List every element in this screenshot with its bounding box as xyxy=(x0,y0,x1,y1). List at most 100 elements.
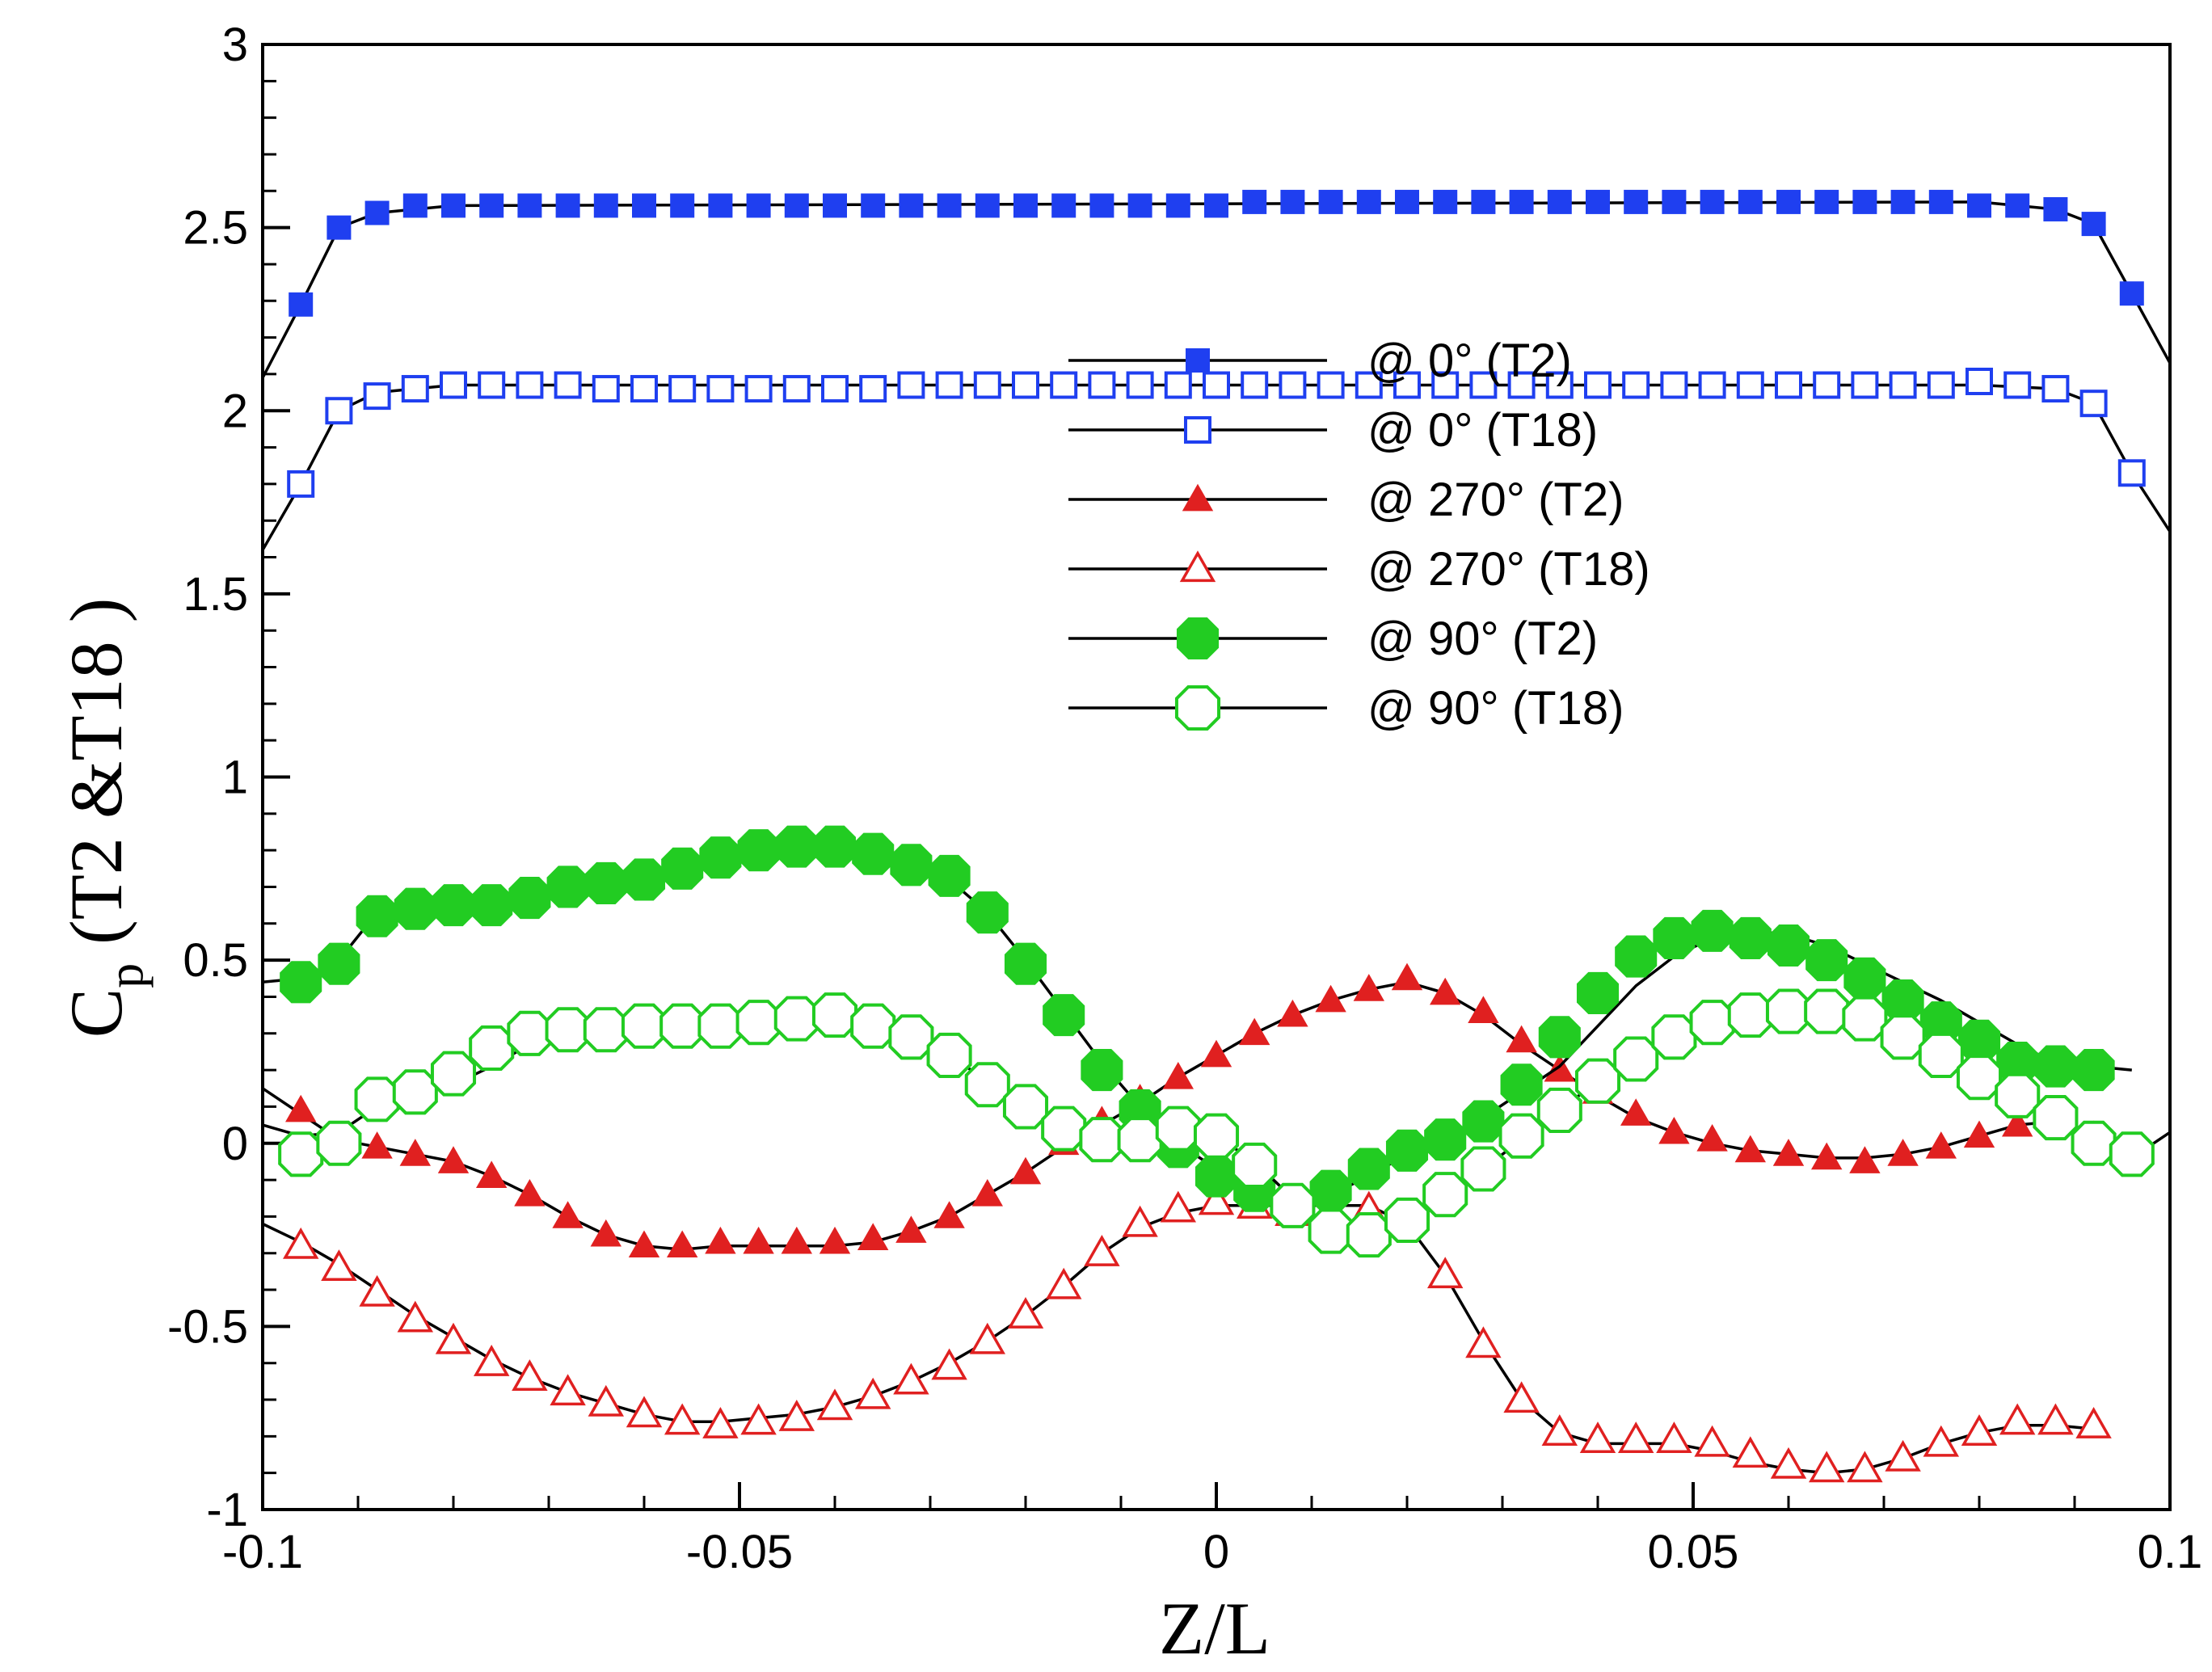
data-point xyxy=(743,1226,774,1254)
data-point xyxy=(1772,1139,1805,1166)
data-point xyxy=(1586,189,1610,214)
data-point xyxy=(1923,1425,1960,1457)
data-point xyxy=(1956,1055,2003,1101)
data-point xyxy=(1395,189,1419,214)
data-point xyxy=(1811,1142,1843,1170)
data-point xyxy=(621,1003,668,1049)
data-point xyxy=(1081,1049,1123,1092)
legend-item: @ 0° (T18) xyxy=(1068,404,1598,457)
data-point xyxy=(1880,1014,1926,1060)
data-point xyxy=(1318,189,1343,214)
series-6 xyxy=(262,988,2171,1258)
y-axis-title: Cp (T2 &T18 ) xyxy=(55,598,154,1038)
data-point xyxy=(1239,1017,1270,1046)
data-point xyxy=(1804,988,1850,1034)
data-point xyxy=(1050,371,1078,399)
legend-item: @ 90° (T2) xyxy=(1068,613,1598,665)
data-point xyxy=(708,193,733,218)
y-tick-label: 2 xyxy=(222,385,248,437)
series-2 xyxy=(261,367,2172,551)
data-point xyxy=(2117,459,2146,487)
x-tick-label: 0 xyxy=(1203,1526,1229,1578)
data-point xyxy=(280,961,322,1004)
data-point xyxy=(1043,994,1085,1037)
data-point xyxy=(2002,1109,2033,1137)
data-point xyxy=(1691,909,1734,952)
data-point xyxy=(1193,1113,1240,1159)
data-point xyxy=(1507,371,1536,399)
data-point xyxy=(593,193,618,218)
data-point xyxy=(285,1094,317,1122)
data-point xyxy=(1393,371,1421,399)
data-point xyxy=(1089,193,1114,218)
data-point xyxy=(517,193,542,218)
data-point xyxy=(550,1374,586,1406)
data-point xyxy=(897,371,925,399)
x-tick-label: 0.05 xyxy=(1648,1526,1739,1578)
data-point xyxy=(1041,1106,1087,1152)
data-point xyxy=(1851,371,1879,399)
data-point xyxy=(437,1146,470,1173)
data-point xyxy=(1574,1058,1621,1104)
data-point xyxy=(975,193,1000,218)
data-point xyxy=(392,1069,438,1115)
data-point xyxy=(1727,992,1773,1038)
data-point xyxy=(850,1003,896,1049)
data-point xyxy=(746,193,771,218)
data-point xyxy=(1164,371,1192,399)
data-point xyxy=(1613,1036,1659,1082)
data-point xyxy=(1002,1084,1049,1130)
data-point xyxy=(1617,1421,1654,1454)
data-point xyxy=(1509,189,1534,214)
data-point xyxy=(1241,371,1269,399)
data-point xyxy=(1155,1106,1201,1152)
data-point xyxy=(1545,371,1574,399)
legend-label: @ 0° (T18) xyxy=(1367,404,1598,457)
data-point xyxy=(1317,371,1345,399)
data-point xyxy=(2072,1049,2115,1092)
data-point xyxy=(1280,189,1305,214)
data-point xyxy=(699,836,742,879)
data-point xyxy=(1424,1118,1467,1161)
data-point xyxy=(2034,1045,2077,1088)
data-point xyxy=(1203,371,1230,399)
data-point xyxy=(1660,371,1688,399)
data-point xyxy=(744,375,773,403)
data-point xyxy=(821,375,849,403)
data-point xyxy=(1698,371,1726,399)
data-point xyxy=(1700,189,1725,214)
data-point xyxy=(1084,1234,1120,1266)
data-point xyxy=(1506,1025,1537,1053)
data-point xyxy=(1843,957,1886,1000)
data-point xyxy=(359,1274,395,1307)
data-point xyxy=(2071,1120,2117,1166)
data-point xyxy=(1538,1016,1581,1059)
data-point xyxy=(2119,281,2144,306)
data-point xyxy=(1308,1208,1354,1254)
legend-marker xyxy=(1184,416,1211,444)
data-point xyxy=(1775,371,1802,399)
data-point xyxy=(1963,1120,1995,1148)
data-point xyxy=(1805,939,1848,982)
data-point xyxy=(1433,189,1458,214)
data-point xyxy=(1465,1326,1502,1358)
data-point xyxy=(888,1014,934,1060)
data-point xyxy=(773,996,819,1042)
data-point xyxy=(2005,193,2030,218)
data-point xyxy=(507,1010,553,1056)
data-point xyxy=(859,375,887,403)
data-point xyxy=(1927,371,1955,399)
data-point xyxy=(1498,1113,1544,1159)
data-point xyxy=(1356,189,1381,214)
data-point xyxy=(1051,193,1077,218)
data-point xyxy=(1536,1087,1582,1133)
data-point xyxy=(1204,193,1228,218)
data-point xyxy=(1729,916,1772,959)
data-point xyxy=(399,1139,431,1166)
legend-marker xyxy=(1176,617,1220,660)
data-point xyxy=(933,1201,965,1228)
data-point xyxy=(1813,371,1841,399)
data-point xyxy=(1200,1039,1232,1068)
data-point xyxy=(1426,1257,1464,1289)
data-point xyxy=(1160,1190,1197,1223)
